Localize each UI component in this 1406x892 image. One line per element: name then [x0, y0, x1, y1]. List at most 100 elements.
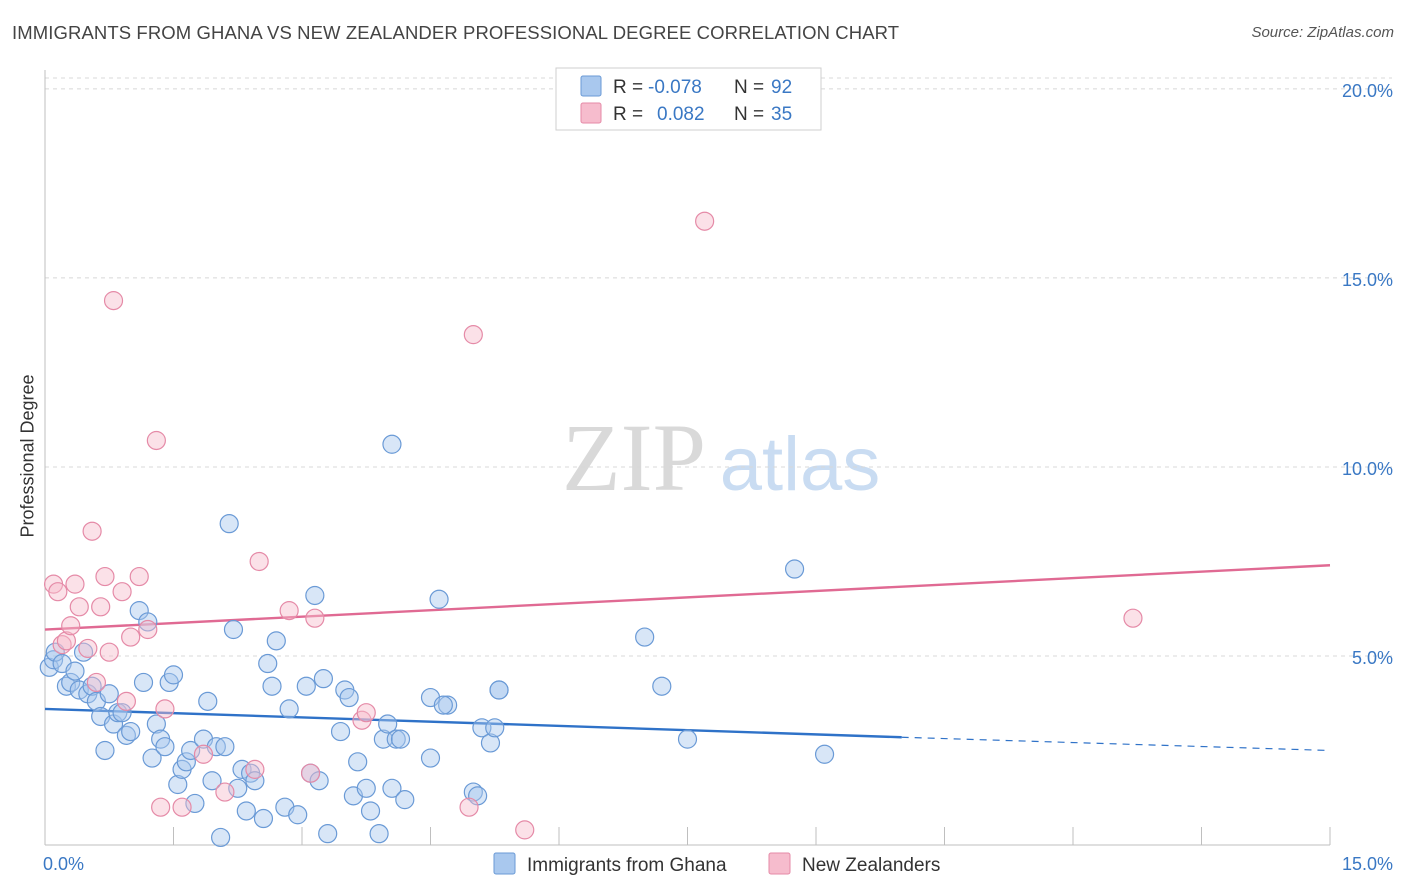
axis-layer [44, 70, 1331, 846]
ghana-point [433, 695, 453, 715]
nz-point [300, 763, 321, 783]
nz-point [78, 638, 98, 659]
ghana-point [65, 661, 85, 681]
nz-point [215, 782, 235, 802]
stats-legend: R = -0.078 N = 92 R = 0.082 N = 35 [555, 67, 822, 131]
ghana-point [163, 665, 184, 685]
watermark-zip: ZIP [562, 404, 706, 511]
ghana-point [382, 778, 402, 798]
nz-point [151, 797, 171, 817]
ghana-point [369, 824, 389, 844]
ghana-point [635, 627, 655, 647]
nz-trend-line [44, 564, 1331, 631]
ghana-point [219, 514, 239, 534]
nz-point [1123, 608, 1143, 628]
ghana-point [480, 733, 501, 753]
trend-layer [44, 564, 1331, 752]
stats-legend-n-value-blue: 92 [771, 77, 792, 98]
ghana-point [253, 808, 274, 829]
points-layer [39, 211, 1143, 848]
nz-point [155, 699, 175, 719]
chart-title: IMMIGRANTS FROM GHANA VS NEW ZEALANDER P… [12, 22, 900, 43]
stats-legend-r-label-pink: R = [613, 104, 643, 125]
nz-point [86, 672, 107, 693]
stats-legend-n-label-blue: N = [734, 77, 764, 98]
nz-point [82, 521, 102, 541]
ghana-point [814, 744, 835, 764]
nz-point [103, 291, 124, 311]
nz-point [129, 566, 149, 587]
nz-point [279, 601, 299, 621]
ghana-trend-line-extension [901, 736, 1331, 752]
ghana-point [390, 729, 411, 749]
series-legend-label-nz: New Zealanders [802, 855, 940, 876]
ghana-point [305, 585, 325, 606]
nz-point [193, 744, 214, 764]
ghana-point [198, 691, 218, 711]
ghana-point [266, 631, 286, 651]
ghana-point [228, 778, 248, 798]
ghana-point [99, 684, 119, 704]
ghana-point [211, 827, 231, 848]
series-legend-label-ghana: Immigrants from Ghana [527, 855, 727, 876]
ghana-point [138, 612, 158, 632]
ghana-point [485, 718, 505, 738]
ghana-point [181, 740, 201, 761]
ghana-point [245, 771, 265, 791]
stats-legend-r-label-blue: R = [613, 77, 643, 98]
ghana-point [429, 589, 449, 609]
ghana-point [784, 559, 805, 579]
ghana-point [133, 672, 154, 693]
stats-legend-swatch-pink [580, 102, 602, 124]
ghana-point [185, 793, 205, 814]
nz-point [459, 797, 479, 817]
series-legend-swatch-nz [768, 852, 791, 875]
ghana-point [288, 805, 308, 825]
stats-legend-r-value-pink: 0.082 [657, 104, 705, 125]
ghana-point [262, 676, 282, 696]
chart-source: Source: ZipAtlas.com [1251, 24, 1394, 41]
ghana-point [356, 778, 376, 798]
ghana-point [378, 714, 398, 734]
ghana-point [339, 687, 359, 708]
nz-point [515, 820, 535, 840]
nz-point [91, 597, 111, 617]
ghana-point [677, 729, 698, 749]
x-tick-label-min: 0.0% [43, 854, 84, 874]
nz-point [112, 582, 132, 602]
ghana-point [489, 680, 509, 700]
nz-point [95, 566, 115, 587]
ghana-point [258, 653, 278, 674]
ghana-point [360, 801, 381, 821]
ghana-point [223, 619, 244, 640]
ghana-point [95, 740, 115, 761]
tick-layer: 5.0% 10.0% 15.0% 20.0% 0.0% 15.0% [43, 81, 1393, 874]
ghana-trend-line [44, 707, 902, 739]
y-tick-label: 10.0% [1342, 459, 1393, 479]
ghana-point [202, 771, 222, 791]
ghana-point [330, 721, 351, 742]
ghana-point [168, 774, 188, 795]
stats-legend-r-value-blue: -0.078 [648, 77, 702, 98]
nz-point [56, 631, 77, 651]
ghana-point [652, 676, 672, 696]
nz-point [305, 608, 325, 628]
ghana-point [112, 703, 132, 723]
ghana-point [438, 695, 458, 715]
stats-legend-n-value-pink: 35 [771, 104, 792, 125]
ghana-point [395, 790, 415, 810]
x-tick-label-max: 15.0% [1342, 854, 1393, 874]
nz-point [138, 619, 158, 640]
ghana-point [318, 824, 338, 844]
nz-point [356, 703, 376, 723]
ghana-point [236, 801, 256, 821]
ghana-point [146, 714, 166, 734]
nz-point [172, 797, 192, 817]
ghana-point [296, 676, 316, 696]
nz-point [65, 574, 85, 594]
ghana-point [121, 721, 141, 742]
ghana-point [348, 752, 368, 772]
stats-legend-swatch-blue [580, 75, 602, 97]
ghana-point [215, 737, 235, 757]
